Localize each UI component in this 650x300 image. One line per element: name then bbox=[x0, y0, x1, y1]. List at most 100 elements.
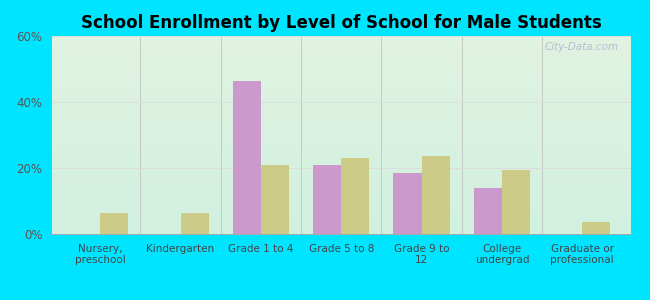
Bar bbox=[474, 188, 502, 234]
Bar bbox=[52, 93, 630, 94]
Bar bbox=[52, 218, 630, 219]
Bar bbox=[52, 223, 630, 224]
Bar bbox=[52, 226, 630, 227]
Bar bbox=[52, 168, 630, 169]
Bar bbox=[52, 65, 630, 66]
Bar bbox=[52, 52, 630, 53]
Bar bbox=[52, 190, 630, 191]
Bar bbox=[52, 215, 630, 216]
Bar bbox=[52, 194, 630, 195]
Bar bbox=[422, 157, 450, 234]
Bar bbox=[261, 165, 289, 234]
Bar bbox=[52, 96, 630, 98]
Bar bbox=[313, 165, 341, 234]
Bar bbox=[52, 59, 630, 60]
Bar bbox=[52, 99, 630, 100]
Bar bbox=[52, 153, 630, 154]
Bar bbox=[52, 203, 630, 204]
Bar bbox=[52, 83, 630, 85]
Bar bbox=[52, 220, 630, 221]
Bar bbox=[52, 89, 630, 91]
Bar bbox=[52, 232, 630, 233]
Bar bbox=[52, 160, 630, 161]
Bar bbox=[52, 117, 630, 118]
Bar bbox=[52, 191, 630, 192]
Bar bbox=[52, 85, 630, 86]
Bar bbox=[52, 145, 630, 146]
Bar bbox=[52, 200, 630, 201]
Bar bbox=[52, 38, 630, 39]
Bar bbox=[52, 82, 630, 83]
Bar bbox=[52, 75, 630, 76]
Bar bbox=[52, 74, 630, 75]
Bar bbox=[52, 64, 630, 65]
Bar bbox=[52, 105, 630, 106]
Bar bbox=[52, 36, 630, 37]
Bar bbox=[52, 71, 630, 72]
Text: City-Data.com: City-Data.com bbox=[545, 42, 619, 52]
Bar bbox=[52, 141, 630, 142]
Bar bbox=[52, 172, 630, 174]
Bar bbox=[52, 155, 630, 156]
Bar bbox=[52, 85, 630, 86]
Bar bbox=[52, 170, 630, 171]
Bar bbox=[582, 223, 610, 234]
Bar bbox=[52, 90, 630, 92]
Bar bbox=[52, 169, 630, 170]
Bar bbox=[52, 167, 630, 168]
Bar bbox=[52, 221, 630, 222]
Bar bbox=[52, 140, 630, 141]
Bar bbox=[52, 136, 630, 137]
Bar bbox=[52, 185, 630, 187]
Bar bbox=[52, 177, 630, 178]
Bar bbox=[52, 192, 630, 194]
Bar bbox=[52, 69, 630, 70]
Bar bbox=[52, 154, 630, 155]
Bar bbox=[52, 213, 630, 214]
Bar bbox=[52, 112, 630, 113]
Bar bbox=[52, 67, 630, 68]
Bar bbox=[52, 206, 630, 207]
Bar bbox=[52, 40, 630, 41]
Bar bbox=[52, 88, 630, 89]
Bar bbox=[52, 229, 630, 230]
Bar bbox=[52, 95, 630, 96]
Bar bbox=[52, 47, 630, 48]
Bar bbox=[52, 171, 630, 172]
Bar bbox=[181, 212, 209, 234]
Bar bbox=[52, 110, 630, 111]
Bar bbox=[52, 211, 630, 212]
Bar bbox=[52, 39, 630, 40]
Bar bbox=[52, 127, 630, 128]
Bar bbox=[502, 170, 530, 234]
Bar bbox=[52, 184, 630, 185]
Bar bbox=[52, 76, 630, 78]
Bar bbox=[52, 224, 630, 225]
Bar bbox=[52, 175, 630, 176]
Bar bbox=[52, 147, 630, 148]
Bar bbox=[52, 176, 630, 177]
Bar bbox=[52, 135, 630, 136]
Bar bbox=[52, 156, 630, 157]
Bar bbox=[52, 57, 630, 58]
Bar bbox=[52, 115, 630, 116]
Bar bbox=[52, 104, 630, 105]
Bar bbox=[52, 133, 630, 134]
Bar bbox=[52, 53, 630, 54]
Bar bbox=[52, 122, 630, 123]
Bar bbox=[52, 131, 630, 132]
Bar bbox=[52, 41, 630, 42]
Bar bbox=[52, 139, 630, 140]
Bar bbox=[52, 181, 630, 182]
Bar bbox=[52, 166, 630, 167]
Bar bbox=[52, 217, 630, 218]
Bar bbox=[52, 125, 630, 126]
Bar bbox=[52, 126, 630, 127]
Bar bbox=[52, 208, 630, 209]
Bar bbox=[52, 68, 630, 69]
Bar bbox=[52, 120, 630, 121]
Bar bbox=[52, 159, 630, 160]
Bar bbox=[52, 188, 630, 190]
Bar bbox=[52, 118, 630, 119]
Bar bbox=[52, 58, 630, 59]
